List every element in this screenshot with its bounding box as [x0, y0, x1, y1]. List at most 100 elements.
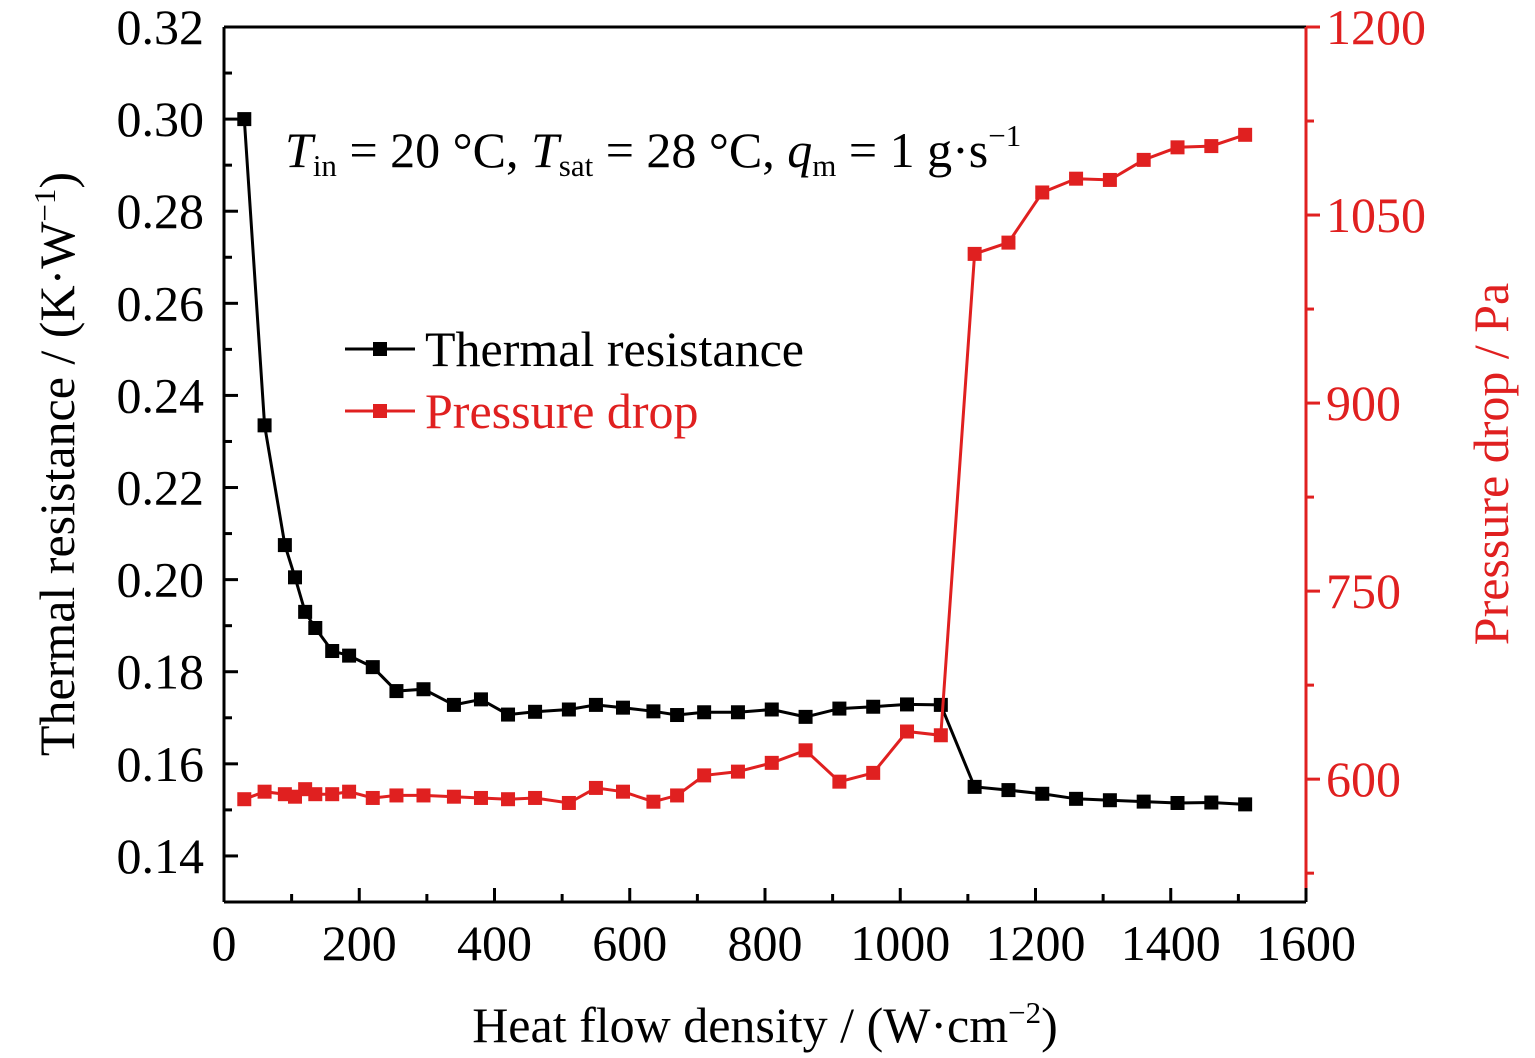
data-point-thermal-resistance	[416, 682, 431, 697]
data-point-pressure-drop	[1238, 127, 1253, 142]
x-tick-label: 800	[728, 915, 803, 971]
data-point-thermal-resistance	[298, 604, 313, 619]
data-point-thermal-resistance	[900, 697, 915, 712]
series-pressure-drop	[237, 127, 1253, 810]
y-left-tick-label: 0.16	[117, 736, 205, 792]
data-point-pressure-drop	[832, 774, 847, 789]
data-point-thermal-resistance	[288, 570, 303, 585]
y-left-axis-title: Thermal resistance / (K·W−1)	[27, 172, 85, 756]
y-right-tick-label: 600	[1326, 751, 1401, 807]
series-layer	[237, 112, 1253, 812]
data-point-thermal-resistance	[764, 702, 779, 717]
y-right-tick-label: 1050	[1326, 187, 1426, 243]
data-point-pressure-drop	[866, 765, 881, 780]
y-left-tick-label: 0.18	[117, 644, 205, 700]
data-point-thermal-resistance	[933, 697, 948, 712]
data-point-thermal-resistance	[342, 648, 357, 663]
y-left-tick-label: 0.32	[117, 0, 205, 55]
x-axis-title: Heat flow density / (W·cm−2)	[472, 995, 1058, 1053]
y-left-tick-label: 0.26	[117, 275, 205, 331]
x-tick-label: 1200	[986, 915, 1086, 971]
data-point-thermal-resistance	[730, 705, 745, 720]
x-tick-label: 600	[592, 915, 667, 971]
data-point-pressure-drop	[501, 792, 516, 807]
data-point-pressure-drop	[670, 788, 685, 803]
y-right-tick-label: 900	[1326, 375, 1401, 431]
data-point-pressure-drop	[446, 789, 461, 804]
data-point-pressure-drop	[237, 792, 252, 807]
x-tick-label: 1600	[1256, 915, 1356, 971]
data-point-pressure-drop	[646, 794, 661, 809]
data-point-thermal-resistance	[237, 112, 252, 127]
legend-label-thermal-resistance: Thermal resistance	[425, 321, 804, 377]
data-point-thermal-resistance	[588, 697, 603, 712]
legend-marker-thermal-resistance	[373, 342, 387, 356]
data-point-pressure-drop	[1035, 185, 1050, 200]
data-point-pressure-drop	[416, 788, 431, 803]
data-point-thermal-resistance	[798, 709, 813, 724]
y-left-tick-label: 0.20	[117, 552, 205, 608]
data-point-thermal-resistance	[1136, 794, 1151, 809]
data-point-thermal-resistance	[528, 704, 543, 719]
data-point-thermal-resistance	[1001, 783, 1016, 798]
data-point-pressure-drop	[1102, 172, 1117, 187]
data-point-pressure-drop	[389, 788, 404, 803]
data-point-thermal-resistance	[473, 692, 488, 707]
data-point-thermal-resistance	[446, 697, 461, 712]
y-left-tick-label: 0.24	[117, 367, 205, 423]
data-point-thermal-resistance	[1035, 786, 1050, 801]
series-line-thermal-resistance	[242, 119, 1246, 806]
data-point-thermal-resistance	[561, 702, 576, 717]
data-point-pressure-drop	[1069, 171, 1084, 186]
data-point-pressure-drop	[588, 780, 603, 795]
x-tick-label: 1000	[850, 915, 950, 971]
data-point-thermal-resistance	[1069, 791, 1084, 806]
data-point-pressure-drop	[967, 246, 982, 261]
y-right-axis-ticks: 600 750 900 1050 1200	[1306, 0, 1426, 875]
data-point-pressure-drop	[308, 787, 323, 802]
y-left-tick-label: 0.28	[117, 183, 205, 239]
data-point-pressure-drop	[697, 768, 712, 783]
data-point-thermal-resistance	[1238, 797, 1253, 812]
data-point-thermal-resistance	[325, 644, 340, 659]
x-axis-ticks: 0 200 400 600 800 1000 1200 1400 1600	[212, 888, 1356, 971]
data-point-pressure-drop	[257, 784, 272, 799]
y-right-tick-label: 1200	[1326, 0, 1426, 55]
data-point-pressure-drop	[1136, 152, 1151, 167]
data-point-thermal-resistance	[365, 660, 380, 675]
data-point-thermal-resistance	[967, 779, 982, 794]
data-point-thermal-resistance	[257, 418, 272, 433]
legend-marker-pressure-drop	[373, 404, 387, 418]
data-point-pressure-drop	[342, 784, 357, 799]
data-point-thermal-resistance	[501, 707, 516, 722]
data-point-pressure-drop	[730, 764, 745, 779]
data-point-thermal-resistance	[277, 538, 292, 553]
y-left-tick-label: 0.30	[117, 91, 205, 147]
data-point-pressure-drop	[1204, 139, 1219, 154]
data-point-thermal-resistance	[308, 620, 323, 635]
y-left-axis-ticks: 0.14 0.16 0.18 0.20 0.22 0.24 0.26 0.28 0.30 0.32	[117, 0, 238, 884]
y-left-tick-label: 0.22	[117, 460, 205, 516]
data-point-thermal-resistance	[866, 699, 881, 714]
data-point-pressure-drop	[933, 728, 948, 743]
data-point-thermal-resistance	[1102, 793, 1117, 808]
y-right-axis-title: Pressure drop / Pa	[1463, 283, 1519, 645]
data-point-pressure-drop	[528, 790, 543, 805]
data-point-thermal-resistance	[697, 705, 712, 720]
series-thermal-resistance	[237, 112, 1253, 812]
x-tick-label: 400	[457, 915, 532, 971]
x-tick-label: 1400	[1121, 915, 1221, 971]
y-right-tick-label: 750	[1326, 563, 1401, 619]
x-tick-label: 0	[212, 915, 237, 971]
data-point-pressure-drop	[798, 743, 813, 758]
data-point-pressure-drop	[1001, 235, 1016, 250]
data-point-thermal-resistance	[389, 684, 404, 699]
data-point-pressure-drop	[900, 724, 915, 739]
legend-label-pressure-drop: Pressure drop	[425, 383, 699, 439]
data-point-pressure-drop	[615, 784, 630, 799]
legend: Thermal resistance Pressure drop	[345, 321, 804, 439]
data-point-pressure-drop	[325, 787, 340, 802]
data-point-thermal-resistance	[670, 708, 685, 723]
data-point-thermal-resistance	[1204, 795, 1219, 810]
